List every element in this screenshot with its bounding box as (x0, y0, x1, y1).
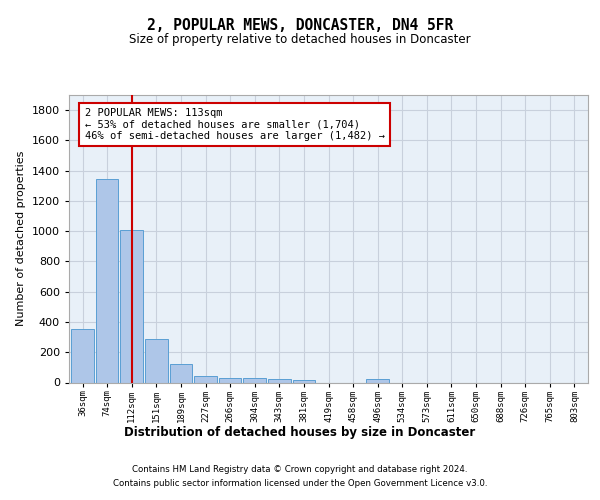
Bar (96, 179, 118, 382)
Bar (293, 380, 315, 382)
Text: Contains public sector information licensed under the Open Government Licence v3: Contains public sector information licen… (113, 480, 487, 488)
Bar (194, 376, 217, 382)
Bar (219, 378, 241, 382)
Bar (145, 338, 167, 382)
Bar (71, 329, 94, 382)
Text: 2, POPULAR MEWS, DONCASTER, DN4 5FR: 2, POPULAR MEWS, DONCASTER, DN4 5FR (147, 18, 453, 32)
Text: Contains HM Land Registry data © Crown copyright and database right 2024.: Contains HM Land Registry data © Crown c… (132, 464, 468, 473)
Bar (367, 380, 389, 382)
Bar (170, 364, 192, 382)
Y-axis label: Number of detached properties: Number of detached properties (16, 151, 26, 326)
Bar (121, 230, 143, 382)
Text: Distribution of detached houses by size in Doncaster: Distribution of detached houses by size … (124, 426, 476, 439)
Text: 2 POPULAR MEWS: 113sqm
← 53% of detached houses are smaller (1,704)
46% of semi-: 2 POPULAR MEWS: 113sqm ← 53% of detached… (85, 108, 385, 141)
Bar (244, 378, 266, 382)
Text: Size of property relative to detached houses in Doncaster: Size of property relative to detached ho… (129, 32, 471, 46)
Bar (268, 380, 290, 382)
